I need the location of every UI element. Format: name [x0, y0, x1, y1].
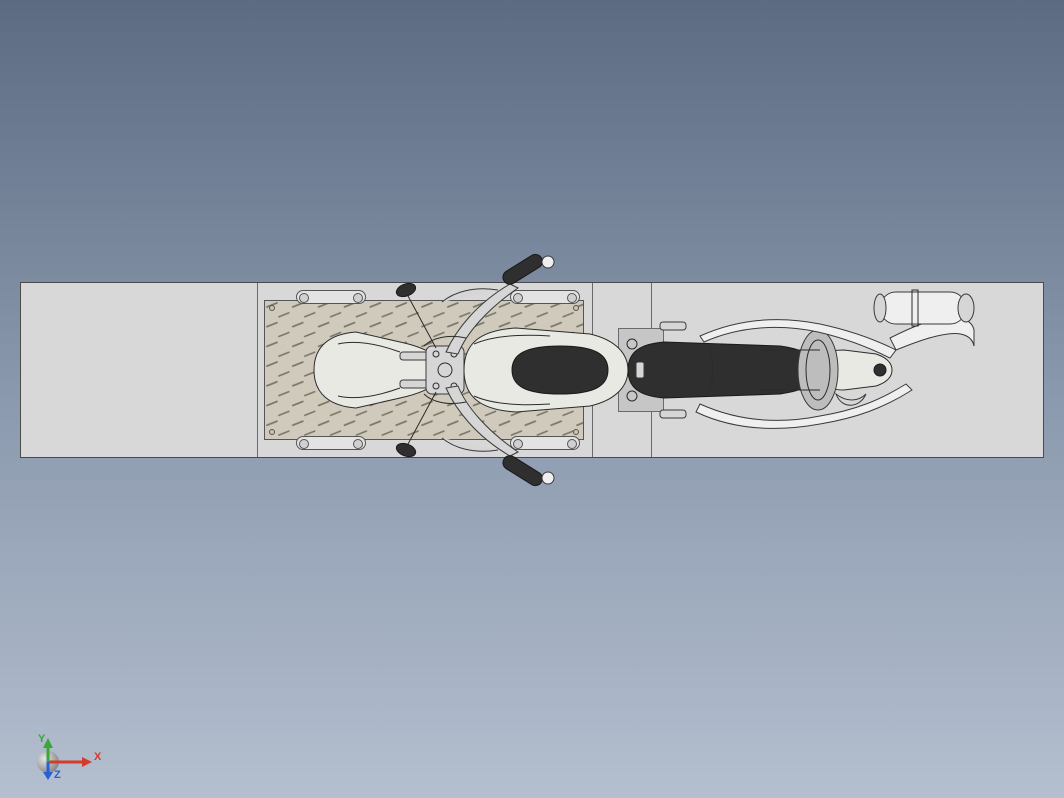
plate-bolt-icon [573, 305, 579, 311]
wheel-cutout [618, 328, 664, 412]
triad-y-label: Y [38, 733, 46, 745]
tie-down-slot [296, 290, 366, 304]
plate-bolt-icon [269, 429, 275, 435]
platform-seam [592, 283, 593, 457]
triad-z-label: Z [54, 769, 61, 781]
tie-down-slot [510, 436, 580, 450]
triad-x-label: X [94, 751, 102, 763]
tread-plate [264, 300, 584, 440]
plate-bolt-icon [269, 305, 275, 311]
view-triad[interactable]: X Y Z [30, 720, 110, 780]
cad-viewport[interactable]: X Y Z [0, 0, 1064, 798]
plate-bolt-icon [573, 429, 579, 435]
tie-down-slot [510, 290, 580, 304]
platform-seam [257, 283, 258, 457]
tie-down-slot [296, 436, 366, 450]
